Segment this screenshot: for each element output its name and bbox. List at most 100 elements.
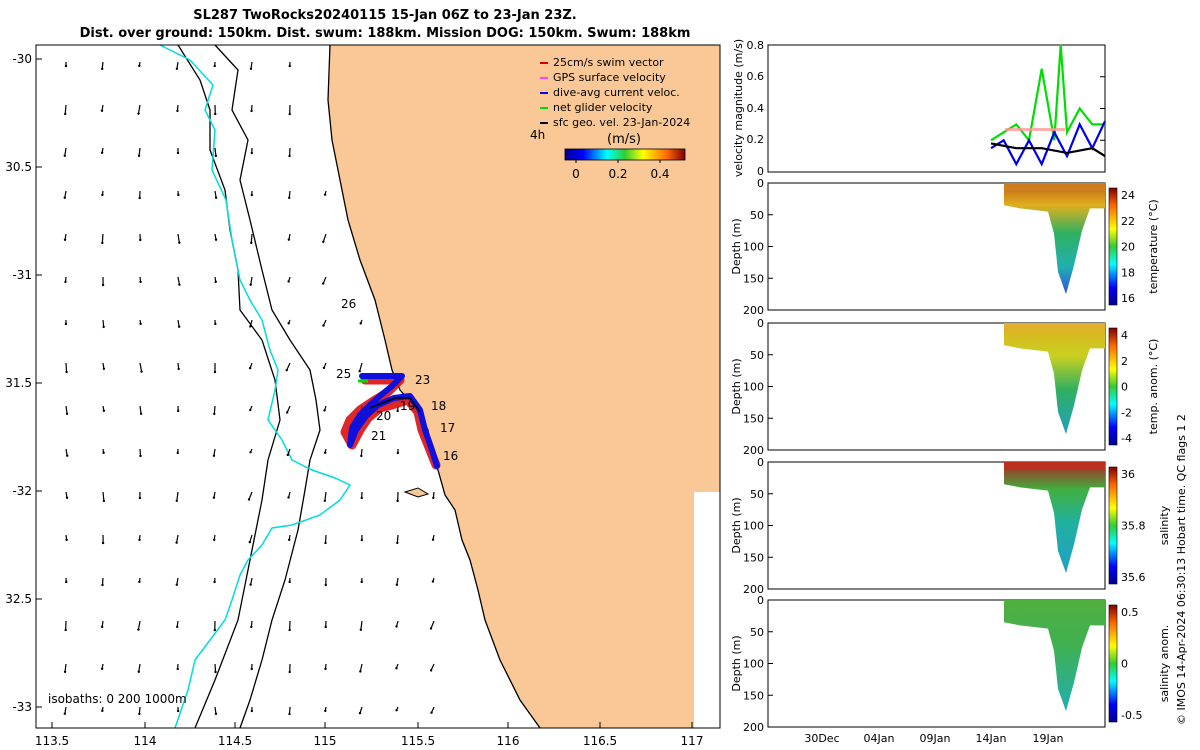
day-label: 18 bbox=[431, 399, 446, 413]
y-tick-label: 100 bbox=[743, 241, 764, 254]
velocity-vector-head bbox=[100, 109, 104, 112]
velocity-vector-head bbox=[63, 712, 67, 715]
depth-y-label: Depth (m) bbox=[730, 635, 743, 691]
velocity-vector bbox=[177, 233, 180, 243]
velocity-vector bbox=[64, 147, 67, 156]
velocity-vector-head bbox=[213, 580, 216, 584]
velocity-vector-head bbox=[213, 64, 216, 68]
day-label: 21 bbox=[371, 429, 386, 443]
velocity-vector-head bbox=[137, 628, 140, 631]
day-label: 20 bbox=[376, 409, 391, 423]
y-tick-label: 32.5 bbox=[5, 592, 32, 606]
velocity-vector-head bbox=[138, 580, 141, 584]
velocity-vector-head bbox=[250, 667, 253, 671]
velocity-vector-head bbox=[101, 193, 104, 197]
colorbar-tick: 20 bbox=[1121, 241, 1135, 254]
colorbar-tick: 35.8 bbox=[1121, 520, 1146, 533]
legend-net-glider-velocity: net glider velocity bbox=[553, 101, 653, 114]
velocity-vector-head bbox=[213, 628, 216, 632]
isobath-200 bbox=[214, 44, 321, 729]
colorbar-tick: 0.5 bbox=[1121, 606, 1139, 619]
x-tick-label: 117 bbox=[681, 734, 704, 748]
velocity-vector-head bbox=[288, 628, 291, 632]
colorbar-tick: -2 bbox=[1121, 406, 1132, 419]
velocity-vector-head bbox=[101, 283, 105, 287]
velocity-vector bbox=[322, 233, 327, 242]
dive-avg-current-track bbox=[347, 373, 440, 469]
velocity-vector-head bbox=[63, 196, 66, 199]
x-tick-label: 114.5 bbox=[218, 734, 252, 748]
surface-velocity-vectors bbox=[63, 61, 435, 716]
colorbar-tick: 0.4 bbox=[650, 167, 669, 181]
day-label: 17 bbox=[440, 421, 455, 435]
velocity-vector-head bbox=[395, 667, 398, 670]
colorbar-label: salinity anom. bbox=[1158, 625, 1171, 703]
depth-y-label: Depth (m) bbox=[730, 218, 743, 274]
velocity-vector bbox=[102, 491, 105, 501]
velocity-vector-head bbox=[139, 454, 142, 458]
velocity-vector-head bbox=[323, 451, 327, 454]
velocity-vector-head bbox=[395, 583, 399, 586]
section-surface-layer bbox=[1004, 323, 1105, 331]
y-tick-label: 200 bbox=[743, 583, 764, 596]
velocity-vector-head bbox=[175, 67, 179, 70]
velocity-vector bbox=[360, 620, 363, 630]
velocity-vector bbox=[430, 620, 435, 629]
y-tick-label: 0.6 bbox=[747, 70, 765, 83]
velocity-vector-head bbox=[140, 370, 143, 373]
velocity-vector-head bbox=[322, 324, 325, 327]
velocity-series bbox=[990, 44, 1106, 173]
velocity-vector-head bbox=[102, 367, 106, 370]
velocity-vector-head bbox=[137, 154, 141, 158]
velocity-vector-head bbox=[286, 453, 290, 457]
velocity-vector bbox=[213, 405, 216, 414]
velocity-vector-head bbox=[288, 154, 291, 158]
velocity-vector-head bbox=[100, 151, 104, 154]
y-tick-label: -31 bbox=[12, 268, 32, 282]
velocity-vector-head bbox=[287, 238, 291, 241]
velocity-vector-head bbox=[360, 496, 363, 500]
x-tick-label: 30Dec bbox=[804, 732, 839, 745]
velocity-vector-head bbox=[139, 412, 143, 415]
colorbar-tick: 35.6 bbox=[1121, 571, 1146, 584]
velocity-vector-head bbox=[249, 67, 253, 70]
velocity-vector-head bbox=[100, 625, 104, 629]
net-glider-velocity-track bbox=[369, 397, 421, 413]
velocity-vector-head bbox=[212, 538, 216, 542]
velocity-vector-head bbox=[248, 540, 252, 544]
isobath-1000 bbox=[177, 44, 281, 729]
depth-section-panel: 0 50 100 150 200 Depth (m) 24 22 20 18 16 temperatu… bbox=[730, 177, 1160, 317]
colorbar-tick: -4 bbox=[1121, 432, 1132, 445]
velocity-vector-head bbox=[396, 541, 399, 545]
velocity-vector-head bbox=[176, 451, 179, 455]
section-data-field bbox=[1004, 323, 1105, 435]
velocity-vector bbox=[396, 534, 399, 543]
velocity-vector-head bbox=[322, 240, 325, 243]
y-tick-label: 150 bbox=[743, 412, 764, 425]
legend-gps-surface-velocity: GPS surface velocity bbox=[553, 71, 666, 84]
velocity-vector-head bbox=[63, 670, 67, 674]
colorbar-tick: 0 bbox=[1121, 381, 1128, 394]
velocity-vector-head bbox=[65, 412, 69, 415]
velocity-vector-head bbox=[432, 496, 435, 500]
velocity-vector-head bbox=[65, 538, 68, 542]
velocity-vector bbox=[138, 147, 141, 156]
velocity-vector-head bbox=[396, 499, 399, 503]
velocity-vector bbox=[248, 491, 253, 500]
velocity-vector-head bbox=[323, 499, 327, 502]
speed-colorbar: 0 0.2 0.4 bbox=[564, 148, 686, 181]
velocity-vector bbox=[214, 147, 217, 156]
velocity-vector-head bbox=[358, 369, 361, 373]
y-tick-label: 0 bbox=[757, 165, 764, 178]
velocity-vector-head bbox=[288, 670, 291, 674]
depth-y-label: Depth (m) bbox=[730, 358, 743, 414]
velocity-vector-head bbox=[214, 712, 218, 716]
velocity-vector-head bbox=[429, 669, 433, 672]
map-x-axis: 113.5 114 114.5 115 115.5 116 116.5 117 bbox=[35, 722, 704, 748]
velocity-vector-head bbox=[249, 583, 252, 586]
velocity-vector-head bbox=[430, 711, 433, 714]
section-data-field bbox=[1004, 462, 1105, 574]
velocity-vector bbox=[214, 663, 217, 672]
map-legend: 25cm/s swim vector GPS surface velocity … bbox=[530, 56, 690, 147]
velocity-vector-head bbox=[324, 583, 327, 587]
